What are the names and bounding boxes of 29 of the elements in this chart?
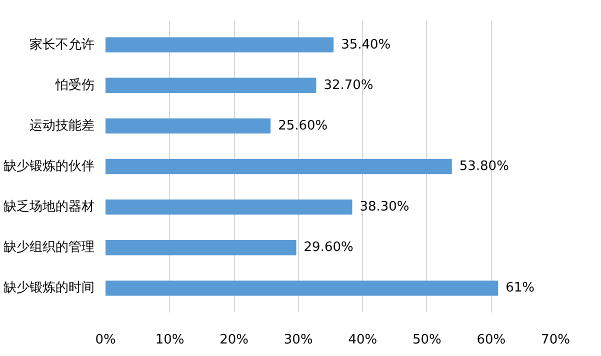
- x-tick-label: 70%: [541, 332, 570, 348]
- x-tick-label: 10%: [155, 332, 184, 348]
- y-tick-label: 缺少锻炼的伙伴: [4, 159, 94, 174]
- bar: [106, 158, 452, 174]
- data-label: 53.80%: [459, 159, 509, 174]
- data-label: 61%: [506, 280, 535, 296]
- data-label: 32.70%: [324, 78, 374, 93]
- y-tick-label: 缺少组织的管理: [4, 240, 94, 256]
- x-tick-label: 50%: [412, 332, 442, 348]
- data-label: 38.30%: [360, 200, 410, 215]
- x-tick-label: 20%: [220, 332, 249, 348]
- data-label: 29.60%: [304, 240, 354, 256]
- bar: [106, 37, 334, 52]
- y-tick-label: 怕受伤: [54, 78, 94, 93]
- y-tick-label: 缺乏场地的器材: [4, 200, 94, 215]
- y-tick-label: 家长不允许: [30, 36, 94, 52]
- x-tick-label: 30%: [284, 332, 313, 348]
- bar: [106, 199, 352, 215]
- data-label: 25.60%: [278, 118, 328, 134]
- x-tick-label: 40%: [348, 332, 378, 348]
- x-tick-label: 60%: [476, 332, 506, 348]
- y-tick-label: 缺少锻炼的时间: [4, 280, 94, 296]
- bar: [106, 118, 271, 134]
- bar: [106, 280, 498, 296]
- data-label: 35.40%: [341, 37, 391, 52]
- y-tick-label: 运动技能差: [30, 118, 94, 134]
- x-tick-label: 0%: [95, 332, 116, 348]
- bar: [106, 240, 296, 256]
- bar: [106, 78, 316, 93]
